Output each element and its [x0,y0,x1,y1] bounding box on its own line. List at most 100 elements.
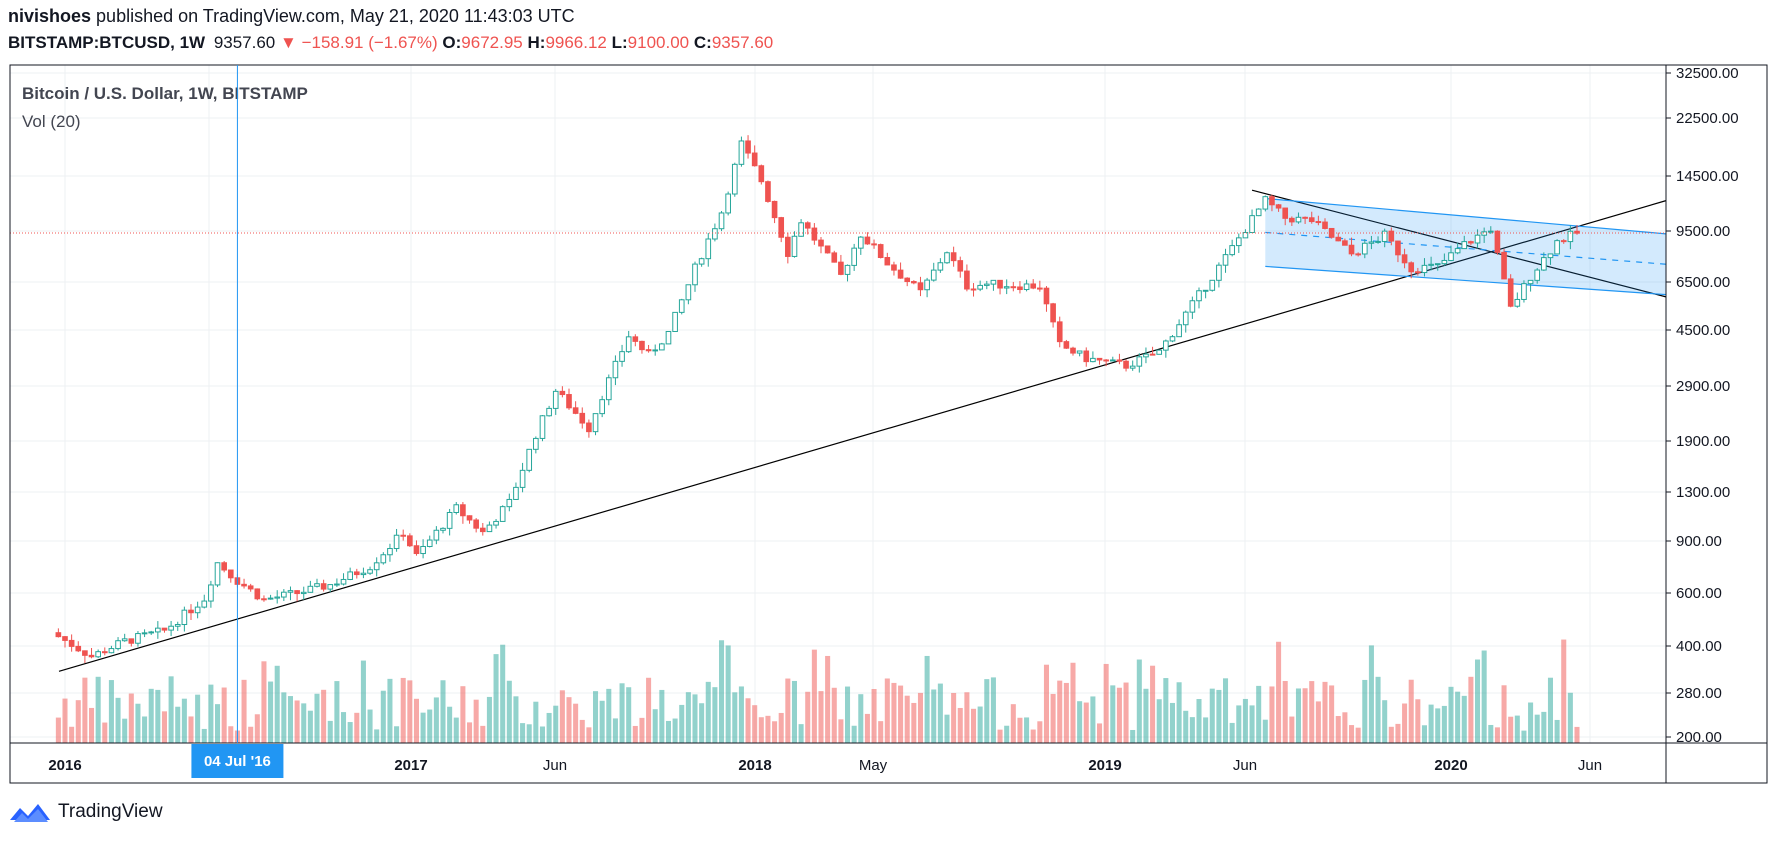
candle-body [413,545,420,555]
candle-body [1401,254,1408,264]
tradingview-logo-icon [10,804,50,822]
candle-body [1388,230,1395,242]
volume-bar [1063,682,1069,743]
candle-body [1282,207,1289,219]
publish-info: published on TradingView.com, May 21, 20… [96,6,575,26]
crosshair-date-label: 04 Jul '16 [204,753,271,770]
candle-body [1415,271,1421,274]
volume-bar [1388,726,1394,743]
candle-body [1103,359,1109,362]
candle-body [208,584,214,602]
candle-body [1355,253,1361,256]
volume-bar [1090,696,1096,743]
volume-bar [1017,717,1023,743]
candle-body [479,527,486,533]
tradingview-brand[interactable]: TradingView [8,800,163,824]
candle-body [254,588,261,600]
candle-body [765,181,771,202]
volume-bar [917,692,923,743]
volume-bar [566,697,572,743]
volume-bar [738,686,744,743]
close-label: C: [693,33,712,52]
volume-bar [1395,723,1401,743]
volume-bar [1189,717,1195,743]
price-tick-label: 2900.00 [1676,378,1730,395]
candle-body [1156,349,1163,355]
volume-bar [1421,725,1427,743]
volume-bar [1282,680,1288,743]
volume-bar [612,718,618,743]
volume-bar [1289,716,1295,743]
candle-body [599,399,605,415]
candle-body [964,270,970,290]
candle-body [791,235,798,257]
volume-bar [864,713,870,743]
candle-body [857,236,864,249]
volume-bar [1441,705,1447,743]
candle-body [1083,350,1090,363]
volume-bar [1508,716,1514,743]
publisher-name[interactable]: nivishoes [8,6,92,26]
candle-body [579,412,586,424]
candle-body [831,252,838,263]
volume-bar [301,703,307,743]
candle-body [486,524,493,533]
candle-body [360,572,367,576]
candle-body [247,585,254,590]
candle-body [101,651,108,654]
volume-bar [606,688,612,743]
candle-body [731,163,738,195]
volume-bar [347,722,353,743]
volume-bar [1528,702,1534,743]
volume-bar [964,692,970,743]
volume-bar [732,692,738,743]
candle-body [778,217,785,238]
candle-body [214,562,221,586]
volume-bar [327,720,333,743]
candle-body [1056,321,1063,343]
volume-bar [1183,710,1189,743]
candle-body [155,627,161,633]
volume-bar [1070,662,1076,743]
candle-body [1023,283,1030,291]
volume-bar [586,727,592,743]
volume-bar [1362,679,1368,743]
open-value: 9672.95 [461,33,523,52]
candle-body [1335,236,1342,242]
volume-bar [758,717,764,743]
candle-body [55,632,62,638]
chart-legend-title: Bitcoin / U.S. Dollar, 1W, BITSTAMP [22,84,308,103]
interval: 1W [179,33,206,52]
volume-bar [1229,722,1235,743]
candle-body [665,330,672,345]
volume-bar [858,694,864,743]
candle-body [393,534,400,550]
candle-body [924,279,930,291]
volume-bar [447,706,453,743]
volume-bar [188,716,194,743]
volume-bar [699,703,705,743]
candle-body [605,377,612,401]
candle-body [1534,269,1541,281]
candle-body [108,648,115,654]
candle-body [1468,241,1474,244]
volume-bar [1302,688,1308,743]
candle-body [1308,217,1315,223]
volume-bar [1256,685,1262,743]
candle-body [864,236,871,245]
candle-body [824,245,831,254]
candle-body [407,535,413,547]
candle-body [1434,263,1441,266]
candle-body [718,212,725,230]
volume-bar [1567,692,1573,743]
volume-bar [1329,685,1335,743]
candle-body [871,243,877,246]
candle-body [420,545,426,555]
volume-bar [1103,663,1109,743]
candle-body [1136,356,1143,367]
candle-body [659,343,665,351]
symbol-name: BITSTAMP:BTCUSD [8,33,171,52]
time-tick-label: Jun [1578,757,1602,774]
volume-bar [453,717,459,743]
